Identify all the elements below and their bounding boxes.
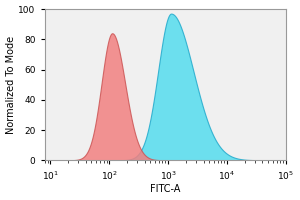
X-axis label: FITC-A: FITC-A <box>150 184 181 194</box>
Y-axis label: Normalized To Mode: Normalized To Mode <box>6 36 16 134</box>
